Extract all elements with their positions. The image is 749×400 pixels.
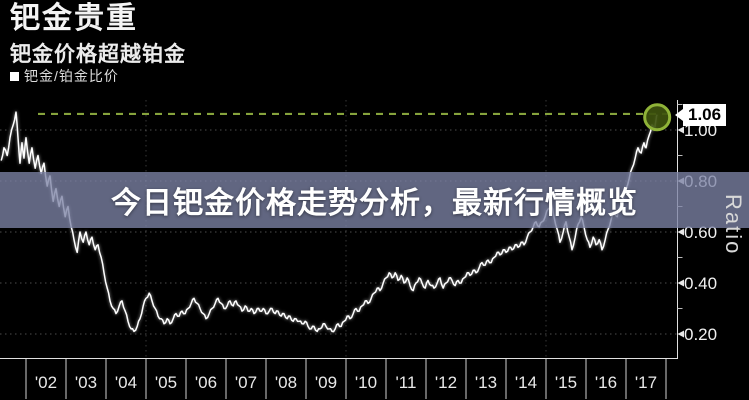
x-tick-label: '08 (274, 373, 298, 392)
x-tick-label: '13 (474, 373, 498, 392)
x-tick-label: '03 (74, 373, 98, 392)
legend-label: 钯金/铂金比价 (24, 68, 119, 84)
legend: 钯金/铂金比价 (10, 66, 119, 86)
chart-title: 钯金贵重 (10, 1, 138, 36)
overlay-banner-text: 今日钯金价格走势分析，最新行情概览 (111, 187, 638, 220)
last-price-callout: 1.06 (674, 104, 727, 126)
x-tick-label: '06 (194, 373, 218, 392)
x-tick-label: '17 (634, 373, 658, 392)
x-tick-label: '07 (234, 373, 258, 392)
overlay-banner: 今日钯金价格走势分析，最新行情概览 (0, 172, 749, 228)
vertical-gridlines (145, 100, 547, 358)
last-price-marker (643, 103, 672, 132)
x-tick-label: '09 (314, 373, 338, 392)
axis-ticks (25, 104, 684, 399)
chart-subtitle: 钯金价格超越铂金 (10, 41, 186, 66)
x-tick-label: '02 (34, 373, 58, 392)
x-tick-label: '05 (154, 373, 178, 392)
chart-header: 钯金贵重 钯金价格超越铂金 (10, 4, 186, 68)
x-tick-label: '14 (514, 373, 538, 392)
x-tick-label: '11 (395, 373, 417, 392)
x-tick-label: '04 (114, 373, 138, 392)
y-tick-label: 0.20 (684, 325, 718, 344)
x-tick-label: '12 (434, 373, 458, 392)
x-tick-label: '10 (354, 373, 378, 392)
x-tick-label: '15 (554, 373, 578, 392)
last-price-value: 1.06 (688, 105, 722, 124)
y-axis-title: Ratio (721, 194, 746, 256)
y-tick-label: 0.40 (684, 274, 718, 293)
legend-swatch-icon (10, 71, 19, 81)
x-tick-label: '16 (594, 373, 618, 392)
axes (0, 100, 678, 359)
